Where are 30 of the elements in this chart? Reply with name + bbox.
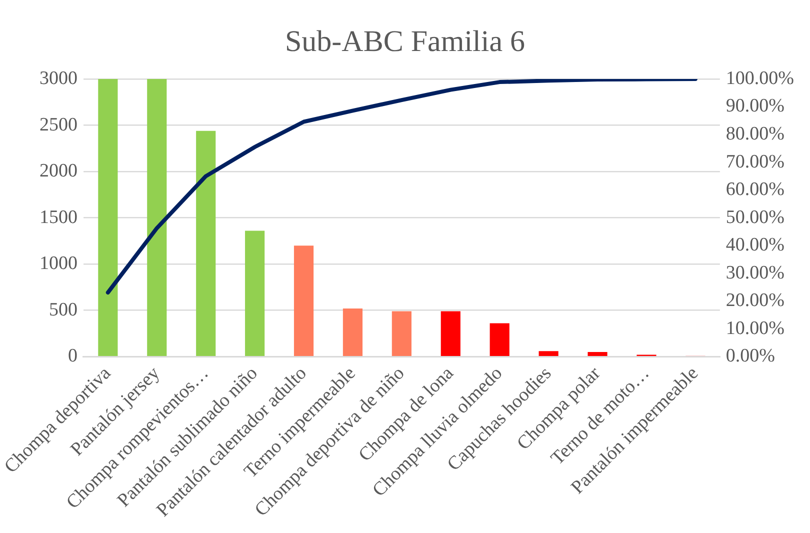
y-tick-label: 1500 — [39, 206, 78, 228]
y-tick-label: 2000 — [39, 160, 78, 182]
bar — [342, 308, 363, 356]
y2-tick-label: 70.00% — [726, 151, 785, 172]
y2-tick-label: 0.00% — [726, 346, 776, 367]
y-tick-label: 3000 — [39, 68, 78, 89]
chart-title: Sub-ABC Familia 6 — [284, 24, 526, 58]
bar — [538, 351, 558, 356]
y2-tick-label: 40.00% — [726, 234, 785, 256]
y2-tick-label: 80.00% — [726, 124, 785, 145]
y2-tick-label: 60.00% — [726, 179, 785, 200]
bar — [98, 79, 118, 356]
y2-tick-label: 20.00% — [726, 290, 785, 312]
y2-tick-label: 90.00% — [726, 96, 785, 117]
bar — [196, 130, 216, 356]
y-tick-label: 2500 — [39, 114, 78, 136]
y-tick-label: 0 — [68, 346, 78, 367]
bar — [490, 323, 510, 356]
y-tick-label: 1000 — [39, 253, 78, 274]
y2-tick-label: 10.00% — [726, 318, 785, 339]
bar — [440, 311, 460, 356]
bar — [294, 246, 314, 356]
bar — [588, 352, 608, 356]
y2-tick-label: 100.00% — [726, 68, 794, 89]
bar — [245, 230, 265, 356]
y2-tick-label: 30.00% — [726, 262, 785, 284]
y-tick-label: 500 — [48, 299, 78, 320]
bar — [147, 79, 167, 356]
y2-tick-label: 50.00% — [726, 206, 785, 228]
bar — [392, 311, 412, 356]
